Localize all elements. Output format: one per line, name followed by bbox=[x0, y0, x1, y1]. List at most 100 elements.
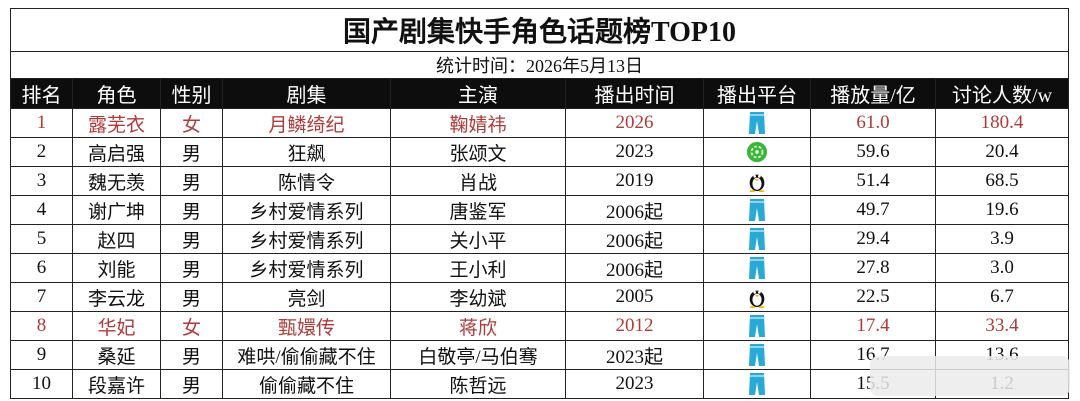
table-cell: 4 bbox=[10, 195, 73, 225]
table-row: 7 李云龙男亮剑 李幼斌 2005 22.5 6.7 bbox=[10, 282, 1070, 312]
table-cell: 女 bbox=[160, 108, 223, 138]
platform-cell bbox=[703, 166, 811, 196]
table-cell: 李幼斌 bbox=[390, 282, 566, 312]
table-cell: 29.4 bbox=[810, 224, 936, 254]
platform-cell bbox=[703, 369, 811, 399]
column-header: 主演 bbox=[390, 78, 566, 109]
table-cell: 5 bbox=[10, 224, 73, 254]
table-cell: 难哄/偷偷藏不住 bbox=[222, 340, 391, 370]
table-cell: 6 bbox=[10, 253, 73, 283]
table-cell: 2006起 bbox=[565, 253, 704, 283]
table-cell: 女 bbox=[160, 311, 223, 341]
table-cell: 2005 bbox=[565, 282, 704, 312]
platform-icon bbox=[746, 372, 768, 396]
table-cell: 狂飙 bbox=[222, 137, 391, 167]
table-cell: 华妃 bbox=[72, 311, 161, 341]
table-cell: 20.4 bbox=[934, 137, 1070, 167]
column-header: 讨论人数/w bbox=[934, 78, 1070, 109]
table-cell: 高启强 bbox=[72, 137, 161, 167]
table-cell: 2 bbox=[10, 137, 73, 167]
column-header: 播出时间 bbox=[565, 78, 704, 109]
table-cell: 49.7 bbox=[810, 195, 936, 225]
table-row: 9 桑延男难哄/偷偷藏不住 白敬亭/马伯骞 2023起 16.7 13.6 bbox=[10, 340, 1070, 370]
table-cell: 甄嬛传 bbox=[222, 311, 391, 341]
platform-cell bbox=[703, 253, 811, 283]
table-cell: 桑延 bbox=[72, 340, 161, 370]
table-cell: 刘能 bbox=[72, 253, 161, 283]
platform-cell bbox=[703, 224, 811, 254]
table-cell: 9 bbox=[10, 340, 73, 370]
table-cell: 男 bbox=[160, 369, 223, 399]
table-cell: 2023 bbox=[565, 369, 704, 399]
table-cell: 男 bbox=[160, 282, 223, 312]
column-header: 播放量/亿 bbox=[810, 78, 936, 109]
table-cell: 乡村爱情系列 bbox=[222, 195, 391, 225]
table-cell: 1 bbox=[10, 108, 73, 138]
table-cell: 8 bbox=[10, 311, 73, 341]
table-cell: 19.6 bbox=[934, 195, 1070, 225]
platform-icon bbox=[746, 111, 768, 135]
table-cell: 张颂文 bbox=[390, 137, 566, 167]
table-cell: 3.9 bbox=[934, 224, 1070, 254]
table-cell: 王小利 bbox=[390, 253, 566, 283]
table-cell: 10 bbox=[10, 369, 73, 399]
column-header: 播出平台 bbox=[703, 78, 811, 109]
table-cell: 男 bbox=[160, 340, 223, 370]
table-cell: 段嘉许 bbox=[72, 369, 161, 399]
table-cell: 3 bbox=[10, 166, 73, 196]
platform-icon bbox=[746, 198, 768, 222]
table-cell: 22.5 bbox=[810, 282, 936, 312]
platform-cell bbox=[703, 137, 811, 167]
table-cell: 33.4 bbox=[934, 311, 1070, 341]
table-cell: 180.4 bbox=[934, 108, 1070, 138]
table-cell: 偷偷藏不住 bbox=[222, 369, 391, 399]
table-cell: 露芜衣 bbox=[72, 108, 161, 138]
table-cell: 男 bbox=[160, 166, 223, 196]
column-header: 性别 bbox=[160, 78, 223, 109]
column-header: 排名 bbox=[10, 78, 73, 109]
table-cell: 17.4 bbox=[810, 311, 936, 341]
table-row: 1 露芜衣女月鳞绮纪 鞠婧祎 2026 61.0 180.4 bbox=[10, 108, 1070, 138]
table-cell: 2006起 bbox=[565, 195, 704, 225]
table-cell: 白敬亭/马伯骞 bbox=[390, 340, 566, 370]
table-cell: 乡村爱情系列 bbox=[222, 253, 391, 283]
table-cell: 6.7 bbox=[934, 282, 1070, 312]
column-header: 角色 bbox=[72, 78, 161, 109]
table-cell: 男 bbox=[160, 137, 223, 167]
platform-cell bbox=[703, 108, 811, 138]
table-cell: 鞠婧祎 bbox=[390, 108, 566, 138]
column-header: 剧集 bbox=[222, 78, 391, 109]
table-cell: 亮剑 bbox=[222, 282, 391, 312]
platform-icon bbox=[746, 140, 768, 164]
table-cell: 蒋欣 bbox=[390, 311, 566, 341]
platform-cell bbox=[703, 340, 811, 370]
table-row: 2 高启强男狂飙 张颂文 2023 59.6 20.4 bbox=[10, 137, 1070, 167]
table-cell: 27.8 bbox=[810, 253, 936, 283]
table-row: 8 华妃女甄嬛传 蒋欣 2012 17.4 33.4 bbox=[10, 311, 1070, 341]
table-cell: 男 bbox=[160, 253, 223, 283]
platform-cell bbox=[703, 195, 811, 225]
table-cell: 61.0 bbox=[810, 108, 936, 138]
table-cell: 7 bbox=[10, 282, 73, 312]
ranking-table: 国产剧集快手角色话题榜TOP10 统计时间：2026年5月13日 排名 角色 性别剧… bbox=[9, 8, 1070, 399]
platform-icon bbox=[746, 169, 768, 193]
table-cell: 男 bbox=[160, 224, 223, 254]
table-cell: 男 bbox=[160, 195, 223, 225]
watermark bbox=[870, 356, 1070, 396]
platform-cell bbox=[703, 282, 811, 312]
table-cell: 肖战 bbox=[390, 166, 566, 196]
table-cell: 李云龙 bbox=[72, 282, 161, 312]
table-cell: 3.0 bbox=[934, 253, 1070, 283]
table-row: 4 谢广坤男乡村爱情系列 唐鉴军 2006起 49.7 19.6 bbox=[10, 195, 1070, 225]
table-cell: 唐鉴军 bbox=[390, 195, 566, 225]
table-cell: 2026 bbox=[565, 108, 704, 138]
table-row: 3 魏无羡男陈情令 肖战 2019 51.4 68.5 bbox=[10, 166, 1070, 196]
table-cell: 谢广坤 bbox=[72, 195, 161, 225]
table-cell: 2019 bbox=[565, 166, 704, 196]
header-row: 排名 角色 性别 剧集 主演 播出时间 播出平台 播放量/亿 讨论人数/w bbox=[10, 78, 1070, 109]
table-cell: 59.6 bbox=[810, 137, 936, 167]
table-cell: 赵四 bbox=[72, 224, 161, 254]
platform-icon bbox=[746, 314, 768, 338]
table-cell: 陈情令 bbox=[222, 166, 391, 196]
